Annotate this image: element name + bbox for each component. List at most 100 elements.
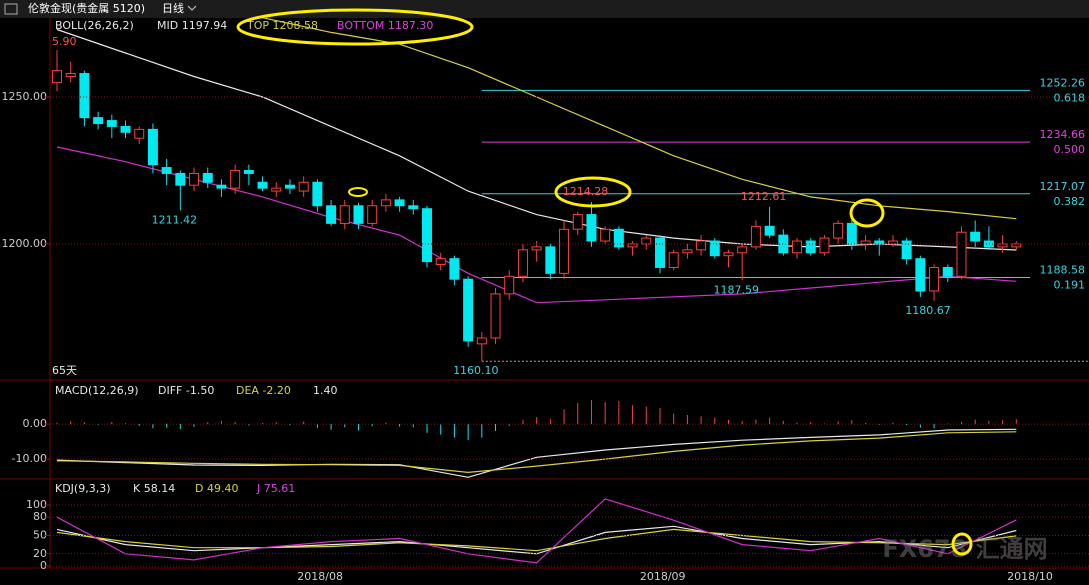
candle-body bbox=[970, 231, 981, 242]
dea-line bbox=[56, 431, 1017, 474]
y-tick-label: 80 bbox=[33, 510, 47, 523]
boll-top: TOP 1208.58 bbox=[246, 19, 318, 32]
candle-body bbox=[93, 117, 104, 124]
highlight bbox=[554, 176, 632, 208]
candle-body bbox=[339, 205, 350, 224]
candle-body bbox=[887, 240, 898, 245]
candle-body bbox=[613, 228, 624, 248]
kdj-j: J 75.61 bbox=[256, 482, 295, 495]
fib-ratio: 0.618 bbox=[1054, 91, 1086, 104]
candle-body bbox=[449, 258, 460, 280]
candle-body bbox=[189, 172, 200, 186]
candle-body bbox=[463, 278, 474, 342]
macd-panel bbox=[56, 399, 1017, 478]
cutoff-label: 5.90 bbox=[52, 35, 77, 48]
candle-body bbox=[51, 70, 62, 83]
candle-body bbox=[723, 252, 734, 257]
fib-value: 1188.58 bbox=[1040, 264, 1086, 277]
period[interactable]: 日线 bbox=[162, 1, 184, 15]
candle-body bbox=[792, 240, 803, 254]
diff-line bbox=[56, 428, 1017, 478]
boll-bottom: BOTTOM 1187.30 bbox=[337, 19, 433, 32]
extreme-label: 1214.28 bbox=[563, 185, 609, 198]
candle-body bbox=[696, 240, 707, 251]
candle-body bbox=[833, 222, 844, 239]
y-tick-label: 50 bbox=[33, 528, 47, 541]
candle-body bbox=[175, 172, 186, 186]
y-tick-label: 20 bbox=[33, 547, 47, 560]
boll-label: BOLL(26,26,2) bbox=[55, 19, 134, 32]
candle-body bbox=[380, 199, 391, 207]
candle-body bbox=[435, 258, 446, 266]
candle-body bbox=[79, 73, 90, 119]
candle-body bbox=[161, 167, 172, 174]
highlight bbox=[951, 532, 973, 556]
bars-label: 65天 bbox=[52, 364, 77, 377]
candle-body bbox=[572, 214, 583, 230]
candle-body bbox=[422, 208, 433, 263]
candle-body bbox=[600, 228, 611, 242]
candle-body bbox=[805, 240, 816, 254]
macd-dea: DEA -2.20 bbox=[236, 384, 291, 397]
extreme-label: 1212.61 bbox=[741, 190, 787, 203]
macd-diff: DIFF -1.50 bbox=[158, 384, 214, 397]
candle-body bbox=[134, 128, 145, 139]
mid-line bbox=[56, 28, 1017, 251]
fib-ratio: 0.500 bbox=[1054, 143, 1086, 156]
macd-hist: 1.40 bbox=[313, 384, 338, 397]
dropdown-arrow[interactable] bbox=[187, 5, 197, 11]
candle-body bbox=[216, 184, 227, 189]
candle-body bbox=[778, 234, 789, 254]
candle-body bbox=[764, 225, 775, 236]
window-icon bbox=[4, 3, 18, 15]
candle-body bbox=[846, 222, 857, 245]
extreme-label: 1211.42 bbox=[152, 213, 198, 226]
candle-body bbox=[915, 258, 926, 292]
candle-body bbox=[983, 240, 994, 248]
candle-body bbox=[476, 337, 487, 345]
j-line bbox=[56, 498, 1017, 564]
candle-body bbox=[394, 199, 405, 207]
extreme-label: 1187.59 bbox=[713, 283, 759, 296]
extreme-label: 1160.10 bbox=[453, 364, 499, 377]
boll-mid: MID 1197.94 bbox=[157, 19, 227, 32]
highlight bbox=[348, 187, 368, 197]
candle-body bbox=[586, 214, 597, 242]
candle-body bbox=[956, 231, 967, 277]
y-tick-label: -10.00 bbox=[12, 452, 47, 465]
fib-value: 1234.66 bbox=[1040, 128, 1086, 141]
candle-body bbox=[353, 205, 364, 224]
candle-body bbox=[298, 181, 309, 192]
window-title: 伦敦金现(贵金属 5120) bbox=[28, 1, 145, 15]
x-tick-label: 2018/09 bbox=[640, 570, 686, 583]
highlight bbox=[236, 8, 474, 46]
candle-body bbox=[737, 246, 748, 254]
candle-body bbox=[668, 252, 679, 268]
y-tick-label: 1250.00 bbox=[2, 90, 48, 103]
candle-body bbox=[901, 240, 912, 260]
candle-body bbox=[312, 181, 323, 207]
kdj-label: KDJ(9,3,3) bbox=[55, 482, 111, 495]
candle-body bbox=[490, 293, 501, 339]
candle-body bbox=[929, 266, 940, 292]
candle-body bbox=[819, 237, 830, 254]
y-tick-label: 0 bbox=[40, 559, 47, 572]
main-panel bbox=[51, 18, 1030, 362]
extreme-label: 1180.67 bbox=[905, 304, 951, 317]
candle-body bbox=[230, 169, 241, 189]
candle-body bbox=[147, 128, 158, 166]
candle-body bbox=[750, 225, 761, 248]
candle-body bbox=[504, 275, 515, 295]
candle-body bbox=[106, 120, 117, 127]
candle-body bbox=[997, 243, 1008, 248]
candle-body bbox=[860, 240, 871, 245]
y-tick-label: 1200.00 bbox=[2, 237, 48, 250]
candle-body bbox=[326, 205, 337, 224]
candle-body bbox=[641, 237, 652, 245]
candle-body bbox=[271, 187, 282, 192]
candle-body bbox=[545, 246, 556, 274]
candle-body bbox=[517, 249, 528, 277]
fib-ratio: 0.382 bbox=[1054, 195, 1086, 208]
